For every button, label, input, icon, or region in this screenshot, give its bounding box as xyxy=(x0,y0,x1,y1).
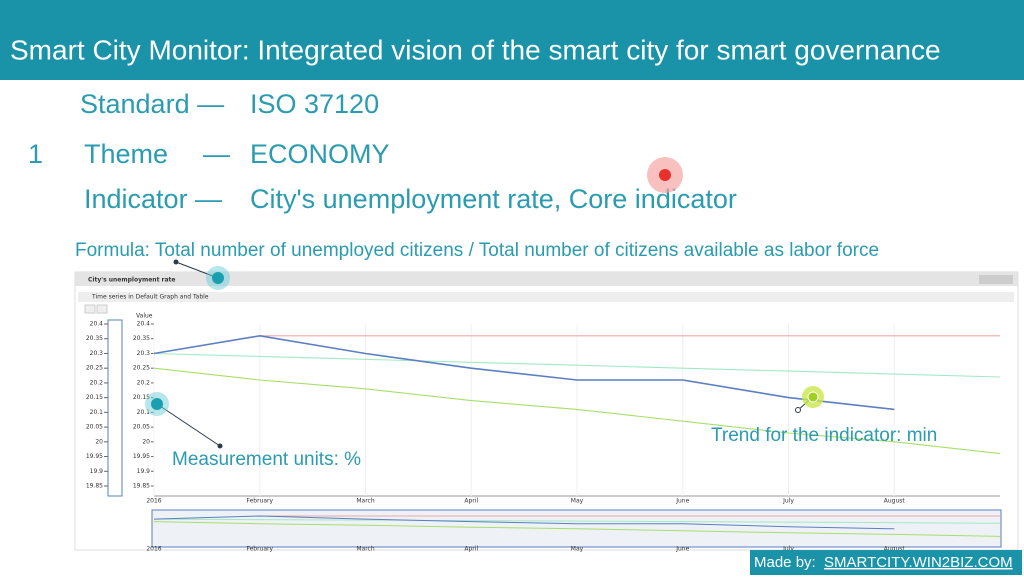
theme-label: Theme xyxy=(84,139,168,169)
callout-dot xyxy=(807,391,819,403)
theme-value: ECONOMY xyxy=(250,139,390,169)
slider-tick-label: 20.25 xyxy=(86,365,103,372)
callout-end xyxy=(795,407,801,413)
credit-box xyxy=(750,550,1022,575)
x-tick-label: 2016 xyxy=(146,498,161,505)
pointer-dot xyxy=(659,169,671,181)
widget-header xyxy=(75,272,1018,286)
y-tick-label: 20.15 xyxy=(133,394,150,401)
navigator-tick-label: July xyxy=(782,546,794,553)
y-axis-label: Value xyxy=(136,313,153,320)
slider-tick-label: 20.15 xyxy=(86,394,103,401)
x-tick-label: March xyxy=(356,498,374,505)
y-tick-label: 20.2 xyxy=(137,379,151,386)
callout-dot xyxy=(212,272,224,284)
slider-tick-label: 20.35 xyxy=(86,335,103,342)
slider-tick-label: 19.85 xyxy=(86,483,103,490)
standard-value: ISO 37120 xyxy=(250,89,379,119)
table-button[interactable] xyxy=(96,304,108,314)
y-tick-label: 20.3 xyxy=(137,350,151,357)
navigator-tick-label: June xyxy=(675,546,689,553)
navigator-line xyxy=(153,521,1001,537)
slide-number: 1 xyxy=(28,139,43,169)
y-tick-label: 19.85 xyxy=(133,483,150,490)
navigator-line xyxy=(153,515,895,530)
x-tick-label: May xyxy=(571,498,584,505)
y-tick-label: 19.9 xyxy=(137,468,151,475)
indicator-label: Indicator — xyxy=(84,184,222,214)
theme-dash: — xyxy=(203,139,230,169)
range-slider[interactable] xyxy=(107,319,123,497)
slide-title: Smart City Monitor: Integrated vision of… xyxy=(10,34,941,65)
y-tick-label: 20 xyxy=(142,438,150,445)
navigator-tick-label: April xyxy=(464,546,478,553)
slider-tick-label: 20.3 xyxy=(90,350,104,357)
navigator-tick-label: August xyxy=(884,546,906,553)
navigator-line xyxy=(153,518,1001,524)
callout-end xyxy=(217,443,223,449)
subpanel-header xyxy=(78,292,1014,302)
slider-tick-label: 20.1 xyxy=(90,409,104,416)
navigator-tick-label: March xyxy=(356,546,374,553)
y-tick-label: 20.05 xyxy=(133,424,150,431)
callout-line xyxy=(156,403,221,447)
y-tick-label: 20.1 xyxy=(137,409,151,416)
widget-subtitle: Time series in Default Graph and Table xyxy=(91,294,209,301)
slider-tick-label: 20.05 xyxy=(86,424,103,431)
formula: Formula: Total number of unemployed citi… xyxy=(75,240,879,261)
x-tick-label: April xyxy=(464,498,478,505)
x-tick-label: August xyxy=(884,498,906,505)
slider-tick-label: 20 xyxy=(95,438,103,445)
slider-tick-label: 19.95 xyxy=(86,453,103,460)
header-bar xyxy=(0,0,1024,80)
navigator-tick-label: May xyxy=(571,546,584,553)
plot: Value 19.85 19.85 19.9 19.9 19.95 19.95 20 20 20.… xyxy=(86,313,1001,553)
x-tick-label: June xyxy=(675,498,689,505)
trend-note: Trend for the indicator: min xyxy=(711,425,937,446)
graph-button[interactable] xyxy=(84,304,96,314)
y-tick-label: 20.25 xyxy=(133,365,150,372)
y-tick-label: 20.4 xyxy=(137,321,151,328)
standard-label: Standard — xyxy=(80,89,224,119)
x-tick-label: July xyxy=(782,498,794,505)
x-tick-label: February xyxy=(246,498,273,505)
credit-label: Made by: xyxy=(754,554,816,571)
widget-title: City's unemployment rate xyxy=(88,277,175,284)
series-line xyxy=(153,334,895,411)
navigator-tick-label: February xyxy=(246,546,273,553)
navigator-tick-label: 2016 xyxy=(146,546,161,553)
slider-tick-label: 20.4 xyxy=(90,321,104,328)
y-tick-label: 20.35 xyxy=(133,335,150,342)
widget-tools[interactable] xyxy=(979,275,1013,284)
callout-end xyxy=(173,259,179,265)
callout-dot xyxy=(151,398,163,410)
slider-tick-label: 19.9 xyxy=(90,468,104,475)
y-tick-label: 19.95 xyxy=(133,453,150,460)
series-line xyxy=(153,367,1001,455)
series-line xyxy=(153,352,1001,378)
units-note: Measurement units: % xyxy=(172,449,361,470)
credit-link[interactable]: SMARTCITY.WIN2BIZ.COM xyxy=(824,554,1013,571)
slider-tick-label: 20.2 xyxy=(90,379,104,386)
